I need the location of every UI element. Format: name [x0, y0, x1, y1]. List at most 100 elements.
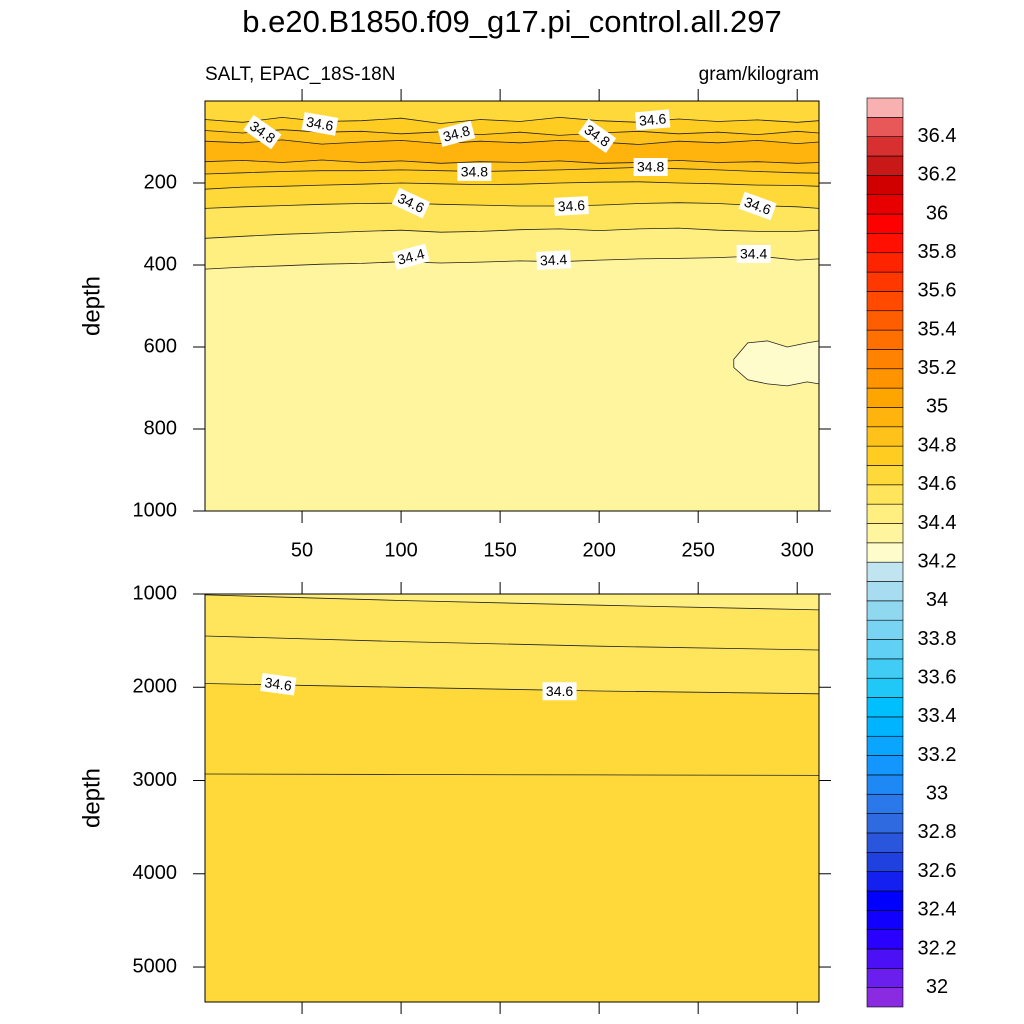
contour-fill: [205, 202, 819, 239]
colorbar-label: 34: [926, 589, 948, 611]
label-box: [437, 120, 476, 147]
contour-fill: [205, 181, 819, 209]
colorbar-box: [866, 523, 904, 544]
contour-line: [205, 129, 819, 136]
y-tick-label: 800: [144, 417, 177, 439]
contour-label-text: 34.4: [540, 251, 568, 268]
y-tick-label: 600: [144, 335, 177, 357]
contour-fill: [205, 256, 819, 511]
colorbar-box: [866, 851, 904, 872]
label-box: [634, 109, 671, 131]
colorbar-box: [866, 890, 904, 911]
plot-frame: [204, 100, 820, 512]
colorbar-label: 36: [926, 202, 948, 224]
colorbar-label: 33.8: [918, 628, 957, 650]
plot-frame: [204, 593, 820, 1003]
x-tick-label: 150: [483, 539, 516, 561]
closed-contour: [733, 340, 819, 387]
y-tick-label: 2000: [133, 676, 178, 698]
contour-line: [205, 181, 819, 190]
colorbar-label: 34.4: [918, 512, 957, 534]
subtitle-left: SALT, EPAC_18S-18N: [205, 64, 395, 85]
contour-label: 34.6: [634, 109, 671, 131]
contour-line: [205, 227, 819, 239]
contour-label-text: 34.6: [264, 674, 293, 694]
label-box: [457, 162, 492, 181]
colorbar-box: [866, 755, 904, 776]
contour-label-text: 34.8: [461, 164, 488, 180]
contour-fill: [205, 594, 819, 610]
y-axis-label: depth: [78, 276, 105, 336]
y-axis-label: depth: [78, 768, 105, 828]
colorbar-box: [866, 117, 904, 137]
colorbar-label: 36.4: [918, 125, 957, 147]
contour-label: 34.4: [536, 250, 572, 270]
colorbar-box: [866, 310, 904, 331]
colorbar-label: 36.2: [918, 164, 957, 186]
x-tick-label: 300: [781, 539, 814, 561]
colorbar-box: [866, 484, 904, 505]
contour-line: [205, 773, 819, 776]
colorbar-label: 32.4: [918, 899, 957, 921]
colorbar-box: [866, 252, 904, 273]
contour-fill: [205, 683, 819, 776]
label-box: [578, 118, 617, 153]
colorbar-box: [866, 561, 904, 582]
colorbar-label: 34.2: [918, 550, 957, 572]
colorbar-box: [866, 600, 904, 621]
contour-label: 34.8: [633, 158, 668, 177]
chart-title: b.e20.B1850.f09_g17.pi_control.all.297: [242, 4, 782, 39]
colorbar-box: [866, 136, 904, 157]
contour-label: 34.6: [542, 682, 577, 701]
label-box: [736, 244, 771, 263]
colorbar-box: [866, 735, 904, 756]
colorbar-box: [866, 271, 904, 292]
contour-label-text: 34.6: [557, 197, 585, 214]
colorbar-label: 34.6: [918, 473, 957, 495]
colorbar-box: [866, 677, 904, 698]
plot-area: [205, 101, 819, 511]
colorbar-box: [866, 774, 904, 795]
contour-fill: [205, 139, 819, 164]
colorbar-label: 33: [926, 783, 948, 805]
contour-fill: [205, 129, 819, 145]
contour-fill: [205, 594, 819, 650]
colorbar-label: 32.2: [918, 937, 957, 959]
colorbar-box: [866, 291, 904, 312]
contour-fill: [205, 774, 819, 1002]
contour-label-text: 34.6: [546, 683, 573, 699]
colorbar-box: [866, 929, 904, 950]
plot-area: [205, 594, 819, 1002]
colorbar-box: [866, 716, 904, 737]
contour-label-text: 34.8: [637, 159, 664, 175]
colorbar-box: [866, 155, 904, 176]
colorbar-box: [866, 619, 904, 640]
contour-label-text: 34.4: [740, 246, 767, 262]
y-tick-label: 1000: [133, 582, 178, 604]
colorbar-box: [866, 465, 904, 486]
contour-line: [205, 159, 819, 164]
contour-label: 34.6: [553, 196, 589, 216]
colorbar-box: [866, 909, 904, 930]
colorbar-box: [866, 349, 904, 370]
y-tick-label: 5000: [133, 955, 178, 977]
contour-line: [205, 594, 819, 611]
colorbar-box: [866, 871, 904, 892]
colorbar-box: [866, 97, 904, 118]
colorbar-box: [866, 793, 904, 814]
colorbar-box: [866, 503, 904, 524]
colorbar-box: [866, 387, 904, 408]
contour-label-text: 34.4: [396, 245, 427, 268]
contour-fill: [205, 228, 819, 270]
colorbar-label: 32.6: [918, 860, 957, 882]
colorbar-box: [866, 175, 904, 196]
label-box: [260, 672, 297, 696]
colorbar-box: [866, 542, 904, 563]
colorbar-box: [866, 213, 904, 234]
contour-label: 34.6: [260, 672, 297, 696]
y-tick-label: 3000: [133, 769, 178, 791]
contour-line: [205, 683, 819, 695]
colorbar-box: [866, 658, 904, 679]
colorbar-box: [866, 813, 904, 834]
x-tick-label: 250: [681, 539, 714, 561]
